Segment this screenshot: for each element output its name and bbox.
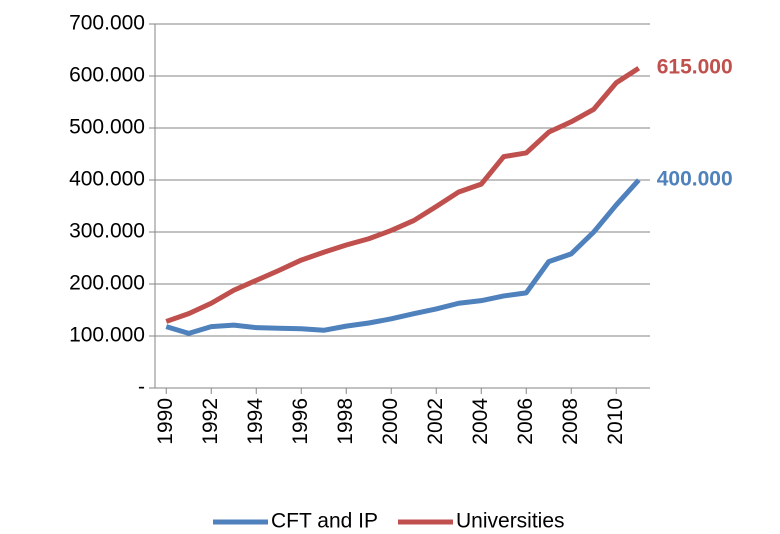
- series-line: [165, 66, 641, 324]
- y-tick-label: 600.000: [69, 64, 145, 87]
- y-tick-label: 200.000: [69, 272, 145, 295]
- y-tick-label: -: [138, 376, 145, 399]
- x-tick-label: 1996: [289, 398, 312, 445]
- x-tick-label: 1992: [199, 398, 222, 445]
- x-tick-label: 2010: [604, 398, 627, 445]
- y-tick-label: 300.000: [69, 220, 145, 243]
- legend-label: Universities: [456, 510, 565, 533]
- y-tick-label: 400.000: [69, 168, 145, 191]
- x-tick-label: 1990: [154, 398, 177, 445]
- x-tick-label: 2006: [514, 398, 537, 445]
- x-tick-label: 1994: [244, 398, 267, 445]
- x-tick-label: 2004: [469, 398, 492, 445]
- x-tick-label: 2000: [379, 398, 402, 445]
- legend-label: CFT and IP: [271, 510, 378, 533]
- data-label: 400.000: [657, 168, 733, 191]
- data-label: 615.000: [657, 56, 733, 79]
- y-tick-label: 500.000: [69, 116, 145, 139]
- x-tick-label: 2002: [424, 398, 447, 445]
- y-tick-label: 700.000: [69, 12, 145, 35]
- x-tick-label: 1998: [334, 398, 357, 445]
- y-tick-label: 100.000: [69, 324, 145, 347]
- series-line: [165, 178, 641, 336]
- x-tick-label: 2008: [559, 398, 582, 445]
